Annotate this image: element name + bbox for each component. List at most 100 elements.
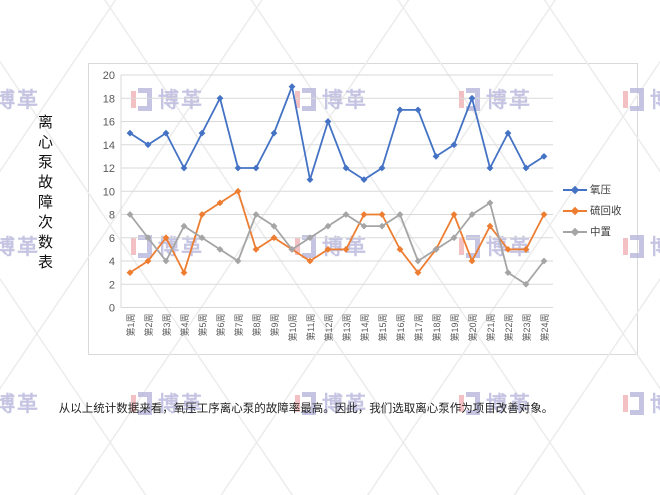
data-point	[414, 106, 422, 114]
legend-item: 氧压	[563, 179, 622, 200]
watermark-text: 博革	[650, 84, 660, 114]
x-axis-label: 第4周	[179, 314, 190, 337]
y-axis-label: 10	[103, 186, 115, 198]
legend-label: 中置	[590, 226, 611, 238]
x-axis-label: 第18周	[431, 314, 442, 342]
data-point	[378, 211, 386, 218]
watermark: 博革	[623, 388, 660, 418]
y-axis-label: 20	[103, 70, 115, 82]
data-point	[540, 211, 548, 218]
watermark-text: 博革	[0, 236, 40, 259]
chart-legend: 氧压硫回收中置	[563, 179, 622, 242]
data-point	[252, 245, 260, 253]
y-axis-label: 4	[109, 256, 115, 268]
data-point	[288, 83, 296, 91]
data-point	[396, 245, 404, 253]
data-point	[360, 222, 368, 230]
data-point	[306, 176, 314, 184]
data-point	[216, 199, 224, 207]
x-axis-label: 第21周	[485, 314, 496, 342]
data-point	[252, 211, 260, 218]
data-point	[468, 94, 476, 102]
legend-marker-icon	[563, 227, 587, 237]
data-point	[378, 222, 386, 230]
chart-title: 离心泵故障次数表	[36, 114, 52, 274]
legend-marker-icon	[563, 185, 587, 195]
data-point	[324, 245, 332, 253]
data-point	[360, 176, 368, 184]
data-point	[252, 164, 260, 172]
analysis-caption: 从以上统计数据来看，氧压工序离心泵的故障率最高。因此，我们选取离心泵作为项目改善…	[58, 403, 554, 415]
watermark: 博革	[0, 231, 40, 261]
x-axis-label: 第12周	[323, 314, 334, 342]
line-chart: 0 2 4 6 8 10 12 14 16 18 20 第1周 第2周 第3周 第4周 第5周 第6周 第7周 第8…	[103, 70, 553, 342]
watermark-text: 博革	[0, 89, 40, 112]
data-point	[522, 245, 530, 253]
x-axis-label: 第16周	[395, 314, 406, 342]
data-point	[198, 211, 206, 218]
data-point	[450, 211, 458, 218]
data-point	[216, 94, 224, 102]
x-axis-label: 第11周	[305, 314, 316, 341]
x-axis-label: 第13周	[341, 314, 352, 342]
series-line-2	[129, 201, 545, 286]
y-axis-label: 14	[103, 140, 115, 152]
data-point	[342, 245, 350, 253]
data-point	[360, 211, 368, 218]
y-axis-label: 12	[103, 163, 115, 175]
y-axis-label: 6	[109, 233, 115, 245]
data-point	[468, 257, 476, 265]
data-point	[486, 164, 494, 172]
data-point	[306, 257, 314, 265]
data-point	[468, 211, 476, 218]
watermark-text: 博革	[650, 231, 660, 261]
series-line-0	[129, 85, 545, 181]
data-point	[162, 234, 170, 242]
x-axis-label: 第7周	[233, 314, 244, 337]
data-point	[270, 129, 278, 137]
data-point	[198, 234, 206, 242]
data-point	[234, 257, 242, 265]
legend-item: 中置	[563, 221, 622, 242]
data-point	[414, 257, 422, 265]
data-point	[486, 222, 494, 230]
y-axis-label: 16	[103, 117, 115, 129]
data-point	[162, 129, 170, 137]
legend-label: 硫回收	[590, 205, 622, 217]
x-axis-label: 第22周	[503, 314, 514, 342]
watermark: 博革	[0, 84, 40, 114]
data-point	[504, 245, 512, 253]
y-axis-label: 2	[109, 279, 115, 291]
data-point	[504, 129, 512, 137]
x-axis-label: 第20周	[467, 314, 478, 342]
boge-logo-icon	[623, 391, 644, 415]
chart-frame	[88, 63, 638, 355]
x-axis-label: 第5周	[197, 314, 208, 337]
data-point	[450, 141, 458, 149]
data-point	[126, 129, 134, 137]
data-point	[234, 164, 242, 172]
x-axis-label: 第14周	[359, 314, 370, 342]
data-point	[378, 164, 386, 172]
data-point	[414, 269, 422, 277]
x-axis-label: 第3周	[161, 314, 172, 337]
watermark-text: 博革	[650, 388, 660, 418]
data-point	[486, 199, 494, 207]
data-point	[324, 222, 332, 230]
data-point	[342, 211, 350, 218]
legend-item: 硫回收	[563, 200, 622, 221]
data-point	[270, 222, 278, 230]
legend-marker-icon	[563, 206, 587, 216]
data-point	[162, 257, 170, 265]
data-point	[432, 152, 440, 160]
x-axis-label: 第8周	[251, 314, 262, 337]
data-point	[432, 245, 440, 253]
data-point	[396, 106, 404, 114]
x-axis-label: 第23周	[521, 314, 532, 342]
data-point	[504, 269, 512, 277]
data-point	[180, 222, 188, 230]
data-point	[270, 234, 278, 242]
data-point	[288, 245, 296, 253]
x-axis-label: 第15周	[377, 314, 388, 342]
